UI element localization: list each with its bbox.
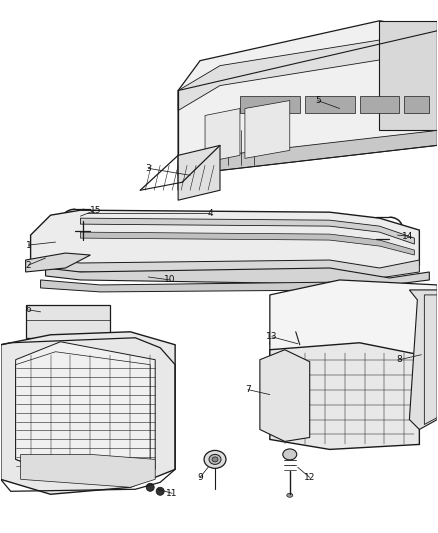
Polygon shape [25,253,90,272]
Polygon shape [46,268,429,285]
Ellipse shape [212,457,218,462]
Ellipse shape [204,450,226,469]
Text: 9: 9 [197,473,203,482]
Text: 5: 5 [315,96,321,105]
Polygon shape [240,95,300,114]
Ellipse shape [296,341,304,348]
Polygon shape [81,218,414,244]
Polygon shape [1,332,175,494]
Ellipse shape [287,493,293,497]
Text: 3: 3 [145,164,151,173]
Polygon shape [41,280,419,298]
Text: 11: 11 [166,489,178,498]
Polygon shape [178,21,437,190]
Polygon shape [50,260,419,278]
Polygon shape [21,455,155,487]
Polygon shape [270,280,437,390]
Polygon shape [379,21,437,131]
Text: 8: 8 [396,355,402,364]
Text: 14: 14 [402,232,413,240]
Polygon shape [270,343,419,449]
Polygon shape [81,232,414,255]
Ellipse shape [198,264,202,270]
Text: 7: 7 [245,385,251,394]
Text: 15: 15 [90,206,101,215]
Ellipse shape [156,487,164,495]
Ellipse shape [209,455,221,464]
Text: 2: 2 [26,261,32,270]
Text: 1: 1 [26,240,32,249]
Polygon shape [260,350,310,441]
Text: 6: 6 [26,305,32,314]
Polygon shape [245,101,290,158]
Polygon shape [410,290,437,430]
Polygon shape [305,95,355,114]
Text: 13: 13 [266,332,278,341]
Ellipse shape [81,209,86,217]
Polygon shape [31,210,419,272]
Polygon shape [404,95,429,114]
Polygon shape [178,131,437,175]
Text: 12: 12 [304,473,315,482]
Polygon shape [16,342,155,478]
Ellipse shape [146,483,154,491]
Ellipse shape [283,449,297,460]
Polygon shape [25,305,110,338]
Text: 4: 4 [207,209,213,217]
Polygon shape [178,146,220,200]
Polygon shape [360,95,399,114]
Polygon shape [178,31,437,110]
Text: 10: 10 [164,276,176,285]
Polygon shape [205,109,240,163]
